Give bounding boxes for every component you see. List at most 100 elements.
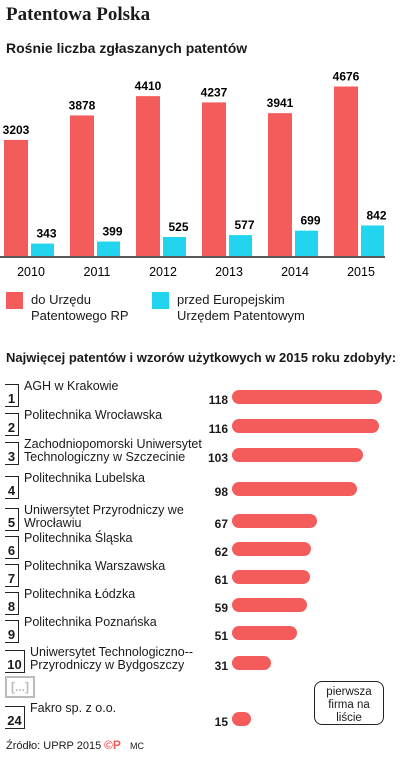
ranking-row: 2 Politechnika Wrocławska 116: [0, 408, 400, 436]
rank-number: 10: [5, 650, 25, 673]
ranking-value: 62: [214, 545, 228, 559]
ranking-name: Fakro sp. z o.o.: [30, 701, 117, 715]
ranking-bar: [232, 626, 297, 640]
value-label: 4410: [135, 79, 162, 93]
rank-number: 6: [5, 536, 19, 559]
value-label: 577: [234, 218, 254, 232]
ranking-value: 116: [208, 422, 228, 436]
rank-number: 9: [5, 620, 19, 643]
ranking-value: 103: [207, 451, 228, 465]
bar-urzad-rp-2013: [202, 102, 226, 256]
legend-label: do Urzędu Patentowego RP: [31, 292, 129, 323]
ranking-value: 51: [214, 629, 228, 643]
source-note: Źródło: UPRP 2015: [6, 740, 102, 752]
value-label: 525: [168, 220, 188, 234]
legend-swatch-cyan: [152, 292, 169, 309]
ranking-row: 24 Fakro sp. z o.o. 15: [0, 701, 400, 729]
x-tick-label: 2011: [84, 265, 111, 279]
ranking-value: 59: [214, 601, 228, 615]
bar-urzad-rp-2015: [334, 86, 358, 257]
ranking-row: 6 Politechnika Śląska 62: [0, 531, 400, 559]
bar-epo-2012: [163, 236, 186, 256]
ranking-bar: [232, 656, 272, 670]
ranking-name: Politechnika Poznańska: [24, 615, 157, 629]
bar-epo-2010: [31, 243, 54, 256]
ranking-bar: [232, 419, 380, 433]
ranking-bar: [232, 514, 318, 528]
page-title: Patentowa Polska: [6, 4, 151, 25]
ranking-row: 7 Politechnika Warszawska 61: [0, 559, 400, 587]
ranking-name: Uniwersytet Przyrodniczy we Wrocławiu: [24, 503, 184, 530]
x-tick-label: 2015: [347, 265, 375, 279]
rank-number: 7: [5, 564, 19, 587]
ranking-row: 4 Politechnika Lubelska 98: [0, 471, 400, 499]
ranking-row: 1 AGH w Krakowie 118: [0, 379, 400, 407]
ranking-bar: [232, 712, 252, 726]
legend-item-urzad-rp: do Urzędu Patentowego RP: [6, 292, 161, 324]
ranking-value: 98: [214, 485, 228, 499]
chart-subtitle: Rośnie liczba zgłaszanych patentów: [6, 40, 248, 56]
ranking-row: 8 Politechnika Łódzka 59: [0, 587, 400, 615]
ellipsis-marker: [...]: [5, 676, 35, 698]
ranking-row: 10 Uniwersytet Technologiczno--Przyrodnic…: [0, 645, 400, 673]
author-initials: MC: [130, 741, 144, 751]
bar-urzad-rp-2012: [136, 96, 160, 256]
x-tick-label: 2012: [149, 265, 177, 279]
ranking-name: Politechnika Warszawska: [24, 559, 166, 573]
ranking-value: 15: [214, 715, 228, 729]
ranking-title: Najwięcej patentów i wzorów użytkowych w…: [6, 350, 397, 365]
legend-label: przed Europejskim Urzędem Patentowym: [177, 292, 305, 323]
ranking-row: 3 Zachodniopomorski Uniwersytet Technolog…: [0, 437, 400, 465]
yearly-bar-chart: 3203 343 2010 3878 399 2011 4410 525 2012 4237 577…: [0, 69, 387, 279]
ranking-value: 118: [208, 393, 228, 407]
x-tick-label: 2010: [17, 265, 45, 279]
ranking-bar: [232, 482, 357, 496]
rank-number: 4: [5, 476, 19, 499]
ranking-bar: [232, 448, 363, 462]
rank-number: 5: [5, 508, 19, 531]
value-label: 399: [102, 225, 122, 239]
ranking-value: 31: [214, 659, 228, 673]
rank-number: 24: [5, 706, 25, 729]
value-label: 699: [300, 214, 320, 228]
ranking-bar: [232, 570, 310, 584]
ranking-name: AGH w Krakowie: [24, 379, 119, 393]
legend-swatch-red: [6, 292, 23, 309]
ranking-name: Politechnika Łódzka: [24, 587, 136, 601]
rank-number: 1: [5, 384, 19, 407]
value-label: 842: [366, 208, 386, 222]
publisher-logo: ©P: [104, 738, 121, 752]
x-tick-label: 2013: [215, 265, 243, 279]
ranking-bar: [232, 390, 382, 404]
rank-number: 8: [5, 592, 19, 615]
bar-urzad-rp-2014: [268, 113, 292, 256]
ranking-name: Politechnika Lubelska: [24, 471, 145, 485]
ranking-name: Politechnika Śląska: [24, 531, 133, 545]
bar-epo-2013: [229, 235, 252, 256]
ranking-name: Uniwersytet Technologiczno--Przyrodniczy…: [30, 645, 194, 672]
callout-first-company: pierwsza firma na liście: [314, 681, 384, 725]
ranking-name: Zachodniopomorski Uniwersytet Technologi…: [24, 437, 202, 464]
x-tick-label: 2014: [281, 265, 309, 279]
bar-epo-2015: [361, 225, 384, 256]
value-label: 343: [36, 227, 56, 241]
value-label: 3878: [69, 98, 96, 112]
ranking-value: 67: [214, 517, 228, 531]
value-label: 4676: [333, 69, 360, 83]
ranking-row: 9 Politechnika Poznańska 51: [0, 615, 400, 643]
ranking-bar: [232, 598, 307, 612]
bar-urzad-rp-2011: [70, 115, 94, 256]
value-label: 3203: [3, 123, 30, 137]
rank-number: 2: [5, 413, 19, 436]
ranking-name: Politechnika Wrocławska: [24, 408, 163, 422]
ranking-row: 5 Uniwersytet Przyrodniczy we Wrocławiu 67: [0, 503, 400, 531]
bar-epo-2014: [295, 230, 318, 256]
value-label: 3941: [267, 96, 294, 110]
ranking-value: 61: [214, 573, 228, 587]
legend-item-epo: przed Europejskim Urzędem Patentowym: [152, 292, 327, 324]
ranking-bar: [232, 542, 311, 556]
rank-number: 3: [5, 442, 19, 465]
bar-urzad-rp-2010: [4, 139, 28, 256]
bar-epo-2011: [97, 241, 120, 256]
value-label: 4237: [201, 85, 228, 99]
